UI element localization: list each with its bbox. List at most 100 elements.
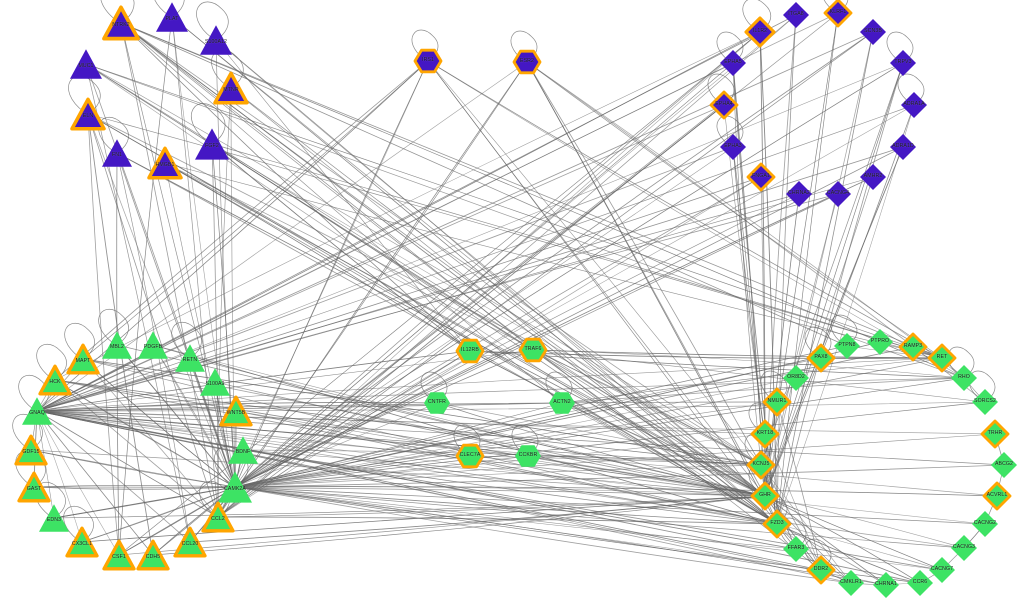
graph-node-fgf2[interactable]: FGF2 bbox=[192, 124, 232, 164]
graph-node-hmgb1[interactable]: HMGB1 bbox=[146, 144, 184, 182]
graph-node-adra1d[interactable]: ADRA1D bbox=[887, 131, 919, 163]
graph-node-scn3b[interactable]: SCN3B bbox=[857, 16, 889, 48]
graph-node-actn2[interactable]: ACTN2 bbox=[546, 387, 578, 419]
graph-node-mbl2[interactable]: MBL2 bbox=[99, 327, 135, 363]
graph-edge bbox=[776, 523, 921, 584]
graph-edge bbox=[776, 31, 874, 525]
graph-edge bbox=[217, 87, 232, 518]
graph-node-cntfr[interactable]: CNTFR bbox=[421, 387, 453, 419]
graph-node-pdgfb[interactable]: PDGFB bbox=[135, 327, 171, 363]
graph-node-epha4[interactable]: EPHA4 bbox=[708, 89, 740, 121]
graph-edge bbox=[87, 113, 766, 497]
graph-edge bbox=[764, 31, 874, 497]
graph-node-krt18[interactable]: KRT18 bbox=[749, 418, 781, 450]
graph-node-clec7a[interactable]: CLEC7A bbox=[454, 440, 486, 472]
graph-node-il12rb[interactable]: IL12RB bbox=[454, 335, 486, 367]
graph-node-fn1[interactable]: FN1 bbox=[99, 135, 135, 171]
graph-node-ntrk2[interactable]: NTRK2 bbox=[101, 3, 141, 43]
graph-edge bbox=[526, 61, 986, 403]
graph-edge bbox=[36, 401, 986, 412]
graph-edge bbox=[217, 61, 528, 518]
graph-edge bbox=[36, 61, 528, 412]
graph-node-csf1[interactable]: CSF1 bbox=[101, 537, 137, 573]
graph-edge bbox=[120, 22, 766, 497]
graph-edge bbox=[120, 22, 563, 404]
graph-edge bbox=[234, 464, 762, 488]
graph-node-sorcs2[interactable]: SORCS2 bbox=[969, 386, 1001, 418]
graph-edge bbox=[776, 104, 915, 525]
graph-edge bbox=[85, 63, 762, 466]
graph-node-ccr6[interactable]: CCR6 bbox=[904, 567, 936, 599]
graph-node-ptpro[interactable]: PTPRO bbox=[864, 326, 896, 358]
graph-node-klrf1[interactable]: KLRF1 bbox=[822, 0, 854, 29]
graph-edge bbox=[235, 410, 778, 525]
graph-node-ramp3[interactable]: RAMP3 bbox=[897, 331, 929, 363]
graph-node-amhr2[interactable]: AMHR2 bbox=[857, 161, 889, 193]
graph-edge bbox=[85, 63, 778, 525]
graph-edge bbox=[561, 357, 943, 404]
graph-edge bbox=[234, 486, 943, 571]
graph-node-cmklr1[interactable]: CMKLR1 bbox=[835, 567, 867, 599]
graph-node-ccl20[interactable]: CCL20 bbox=[172, 524, 208, 560]
graph-self-loop bbox=[98, 117, 129, 152]
graph-edge bbox=[764, 495, 921, 584]
graph-edge bbox=[87, 113, 762, 466]
graph-node-ddr2[interactable]: DDR2 bbox=[805, 554, 837, 586]
graph-edge bbox=[217, 495, 766, 518]
graph-edge bbox=[36, 401, 778, 412]
graph-edge bbox=[36, 410, 986, 525]
graph-edge bbox=[116, 152, 778, 525]
graph-node-nmur1[interactable]: NMUR1 bbox=[761, 386, 793, 418]
graph-edge bbox=[36, 410, 1005, 466]
graph-node-s100a12[interactable]: S100A12 bbox=[197, 21, 235, 59]
graph-edge bbox=[764, 193, 839, 497]
graph-edge bbox=[234, 62, 734, 488]
graph-node-wnt5b[interactable]: WNT5B bbox=[218, 393, 254, 429]
graph-edge bbox=[36, 104, 915, 412]
graph-edge bbox=[116, 152, 766, 497]
graph-node-kcnj5[interactable]: KCNJ5 bbox=[745, 449, 777, 481]
graph-node-itga8[interactable]: ITGA8 bbox=[780, 0, 812, 31]
graph-edge bbox=[171, 16, 766, 497]
graph-edge bbox=[30, 449, 236, 488]
graph-node-fnga1[interactable]: FNGA1 bbox=[745, 161, 777, 193]
graph-edge bbox=[214, 381, 766, 497]
graph-self-loop bbox=[68, 75, 101, 113]
graph-node-esr2[interactable]: ESR2 bbox=[511, 46, 543, 78]
graph-edge bbox=[36, 410, 83, 543]
graph-edge bbox=[54, 379, 766, 497]
graph-node-mtnr[interactable]: MTNR bbox=[212, 69, 250, 107]
graph-node-cacng4[interactable]: CACNG4 bbox=[822, 178, 854, 210]
graph-edge bbox=[116, 344, 236, 488]
graph-node-trhr[interactable]: TRHR bbox=[979, 418, 1011, 450]
graph-node-epha5[interactable]: EPHA5 bbox=[717, 47, 749, 79]
graph-edge bbox=[54, 379, 219, 518]
graph-node-gnaq[interactable]: GNAQ bbox=[19, 393, 55, 429]
graph-edge bbox=[234, 377, 965, 488]
graph-node-adra1a[interactable]: ADRA1A bbox=[898, 89, 930, 121]
graph-node-irs1[interactable]: IRS1 bbox=[412, 45, 444, 77]
graph-node-gdf15[interactable]: GDF15 bbox=[13, 432, 49, 468]
graph-self-loop bbox=[36, 344, 67, 379]
graph-node-chrna1[interactable]: CHRNA1 bbox=[870, 569, 902, 600]
graph-node-plat[interactable]: PLAT bbox=[153, 0, 191, 36]
graph-node-traf6[interactable]: TRAF6 bbox=[517, 334, 549, 366]
graph-node-trpv3[interactable]: TRPV3 bbox=[887, 47, 919, 79]
graph-self-loop bbox=[190, 103, 226, 143]
graph-node-il1r2[interactable]: IL1R2 bbox=[743, 15, 777, 49]
graph-node-bdnf[interactable]: BDNF bbox=[225, 432, 261, 468]
graph-node-eln[interactable]: ELN bbox=[69, 95, 107, 133]
graph-node-epha3[interactable]: EPHA3 bbox=[717, 131, 749, 163]
graph-node-abcg2[interactable]: ABCG2 bbox=[988, 449, 1020, 481]
graph-edge bbox=[81, 486, 236, 543]
graph-node-cdh5[interactable]: CDH5 bbox=[135, 537, 171, 573]
graph-node-cckbr[interactable]: CCKBR bbox=[512, 440, 544, 472]
graph-node-cx3cl1[interactable]: CX3CL1 bbox=[64, 524, 100, 560]
graph-node-chrna2[interactable]: CHRNA2 bbox=[783, 178, 815, 210]
graph-edge bbox=[217, 14, 797, 518]
graph-edge bbox=[164, 162, 762, 466]
graph-edge bbox=[776, 523, 887, 586]
graph-node-muc1[interactable]: MUC1 bbox=[67, 45, 105, 83]
graph-edge bbox=[242, 449, 766, 497]
